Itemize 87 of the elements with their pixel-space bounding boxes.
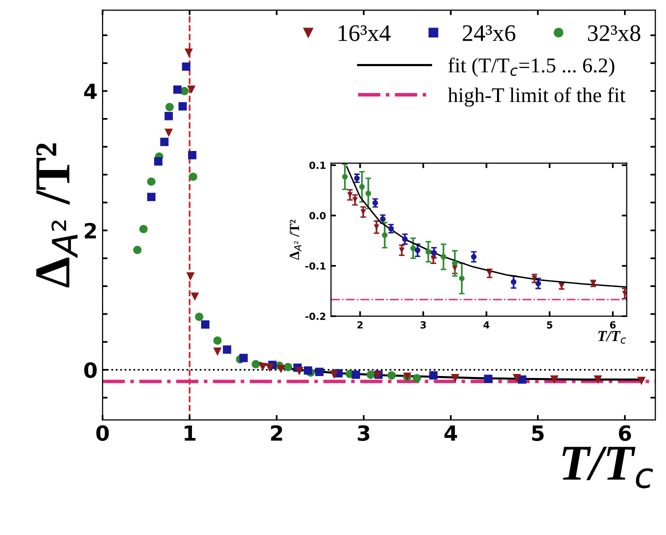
x-axis-title: T/T$_{c}$ — [562, 446, 654, 488]
point — [342, 174, 348, 180]
x-tick-label: 6 — [618, 425, 632, 441]
x-tick-label: 2 — [357, 321, 363, 328]
y-tick-label: 0.0 — [309, 212, 326, 220]
point — [173, 85, 182, 94]
point — [165, 102, 174, 112]
point — [510, 279, 516, 285]
point — [412, 374, 421, 382]
point — [164, 112, 173, 120]
point — [315, 368, 324, 376]
point — [201, 320, 210, 329]
x-tick-label: 3 — [358, 425, 370, 441]
x-tick-label: 2 — [271, 425, 282, 441]
point — [195, 312, 204, 321]
x-tick-label: 0 — [96, 425, 109, 441]
point — [139, 224, 148, 234]
y-tick-label: -0.2 — [305, 312, 326, 320]
point — [188, 172, 198, 181]
point — [410, 245, 416, 252]
point — [276, 364, 286, 374]
point — [160, 138, 169, 146]
point — [426, 248, 432, 255]
point — [295, 367, 304, 376]
point — [429, 371, 438, 380]
y-axis-title: Δ$_{A²}$ /T² — [36, 143, 78, 288]
y-tick-label: 4 — [84, 84, 97, 99]
point — [387, 371, 396, 380]
point — [252, 360, 260, 368]
point — [213, 348, 222, 356]
point — [222, 345, 232, 354]
point — [154, 157, 162, 166]
point — [352, 370, 360, 379]
point — [359, 184, 365, 190]
x-tick-label: 4 — [444, 425, 458, 441]
point — [550, 375, 559, 384]
point — [450, 374, 460, 382]
point — [382, 232, 388, 238]
point — [133, 246, 142, 254]
point — [182, 62, 190, 71]
point — [178, 102, 187, 111]
y-tick-label: -0.1 — [305, 262, 326, 270]
point — [147, 177, 156, 186]
point — [594, 375, 602, 384]
legend-label: high-T limit of the fit — [448, 87, 626, 107]
y-tick-label: 0 — [84, 362, 97, 378]
x-tick-label: 5 — [546, 321, 552, 329]
y-axis-title: Δ$_{A²}$ /T² — [290, 220, 302, 260]
point — [186, 272, 195, 281]
point — [266, 364, 274, 372]
x-tick-label: 5 — [532, 425, 544, 441]
point — [239, 354, 248, 362]
y-tick-label: 2 — [84, 222, 96, 238]
point — [452, 266, 458, 272]
point — [471, 254, 477, 260]
legend-label: 24³x6 — [462, 25, 516, 42]
point — [184, 48, 193, 57]
x-axis-title: T/T$_{c}$ — [598, 330, 626, 344]
x-tick-label: 1 — [184, 425, 196, 441]
point — [164, 128, 173, 137]
point — [188, 150, 196, 160]
point — [518, 375, 526, 384]
y-tick-label: 0.1 — [309, 162, 326, 170]
x-tick-label: 4 — [483, 321, 490, 328]
point — [366, 190, 372, 196]
point — [440, 254, 446, 260]
point — [484, 374, 492, 384]
point — [147, 192, 156, 202]
legend-label: 16³x4 — [338, 25, 391, 42]
point — [213, 336, 222, 345]
point — [330, 370, 338, 379]
x-tick-label: 6 — [610, 321, 616, 329]
legend-label: 32³x8 — [588, 25, 640, 42]
point — [459, 276, 465, 282]
point — [258, 362, 267, 372]
point — [284, 362, 292, 372]
point — [512, 374, 522, 382]
point — [535, 280, 542, 286]
point — [304, 366, 312, 375]
point — [414, 247, 420, 254]
point — [187, 85, 196, 94]
point — [366, 370, 375, 379]
x-tick-label: 3 — [420, 321, 426, 329]
point — [190, 292, 200, 301]
point — [402, 236, 408, 242]
legend-label: fit (T/T$_{c}$=1.5 ... 6.2) — [448, 58, 614, 77]
point — [637, 376, 646, 386]
